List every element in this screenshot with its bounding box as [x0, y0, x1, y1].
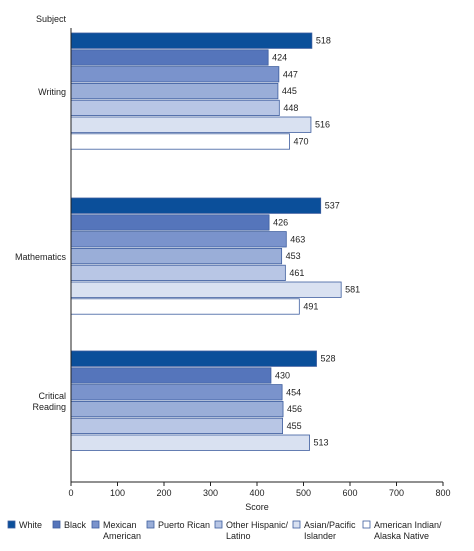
legend-swatch-mexican-american [91, 520, 100, 529]
data-label-writing-black: 424 [272, 53, 287, 63]
legend-swatch-black [52, 520, 61, 529]
category-label-critical-reading: Critical [38, 391, 66, 401]
x-axis: 0 100 200 300 400 500 600 700 800 [68, 28, 451, 498]
legend-label-asian-pacific-islander: Islander [304, 531, 336, 541]
legend-label-puerto-rican: Puerto Rican [158, 520, 210, 530]
bar-writing-mexican-american [70, 66, 280, 83]
data-label-critical-reading-mexican-american: 454 [286, 387, 301, 397]
data-label-writing-american-indian-alaska-native: 470 [294, 137, 309, 147]
legend-label-american-indian-alaska-native: Alaska Native [374, 531, 429, 541]
legend-label-mexican-american: Mexican [103, 520, 137, 530]
bar-mathematics-white [70, 197, 322, 214]
category-label-writing: Writing [38, 87, 66, 97]
bar-writing-white [70, 32, 313, 49]
x-tick-label: 400 [249, 488, 264, 498]
x-tick-label: 500 [296, 488, 311, 498]
data-label-mathematics-puerto-rican: 453 [286, 251, 301, 261]
legend-label-other-hispanic-latino: Latino [226, 531, 251, 541]
x-tick-label: 100 [110, 488, 125, 498]
data-label-critical-reading-puerto-rican: 456 [287, 404, 302, 414]
data-label-mathematics-white: 537 [325, 201, 340, 211]
bar-critical-reading-white [70, 350, 317, 367]
data-label-mathematics-asian-pacific-islander: 581 [345, 285, 360, 295]
bar-mathematics-american-indian-alaska-native [70, 298, 300, 315]
legend-label-black: Black [64, 520, 87, 530]
data-label-mathematics-american-indian-alaska-native: 491 [303, 302, 318, 312]
bar-critical-reading-mexican-american [70, 384, 283, 401]
bar-writing-other-hispanic-latino [70, 99, 280, 116]
data-label-mathematics-black: 426 [273, 218, 288, 228]
legend-label-white: White [19, 520, 42, 530]
data-label-critical-reading-black: 430 [275, 371, 290, 381]
data-label-critical-reading-other-hispanic-latino: 455 [287, 421, 302, 431]
data-label-mathematics-mexican-american: 463 [290, 234, 305, 244]
bar-writing-american-indian-alaska-native [70, 133, 290, 150]
x-axis-title: Score [245, 502, 269, 512]
data-label-critical-reading-asian-pacific-islander: 513 [314, 438, 329, 448]
x-tick-label: 300 [203, 488, 218, 498]
bar-mathematics-puerto-rican [70, 247, 283, 265]
data-label-writing-white: 518 [316, 36, 331, 46]
y-axis-title: Subject [36, 14, 67, 24]
bar-critical-reading-black [70, 367, 272, 384]
data-label-writing-other-hispanic-latino: 448 [283, 103, 298, 113]
data-label-critical-reading-white: 528 [321, 354, 336, 364]
bar-critical-reading-other-hispanic-latino [70, 417, 283, 435]
category-label-critical-reading: Reading [32, 402, 66, 412]
bar-mathematics-black [70, 214, 270, 231]
legend-label-mexican-american: American [103, 531, 141, 541]
legend-swatch-puerto-rican [146, 520, 155, 529]
bar-critical-reading-puerto-rican [70, 400, 284, 418]
legend-label-other-hispanic-latino: Other Hispanic/ [226, 520, 289, 530]
legend-label-asian-pacific-islander: Asian/Pacific [304, 520, 356, 530]
bar-mathematics-other-hispanic-latino [70, 264, 286, 282]
legend-swatch-other-hispanic-latino [214, 520, 223, 529]
legend-label-american-indian-alaska-native: American Indian/ [374, 520, 442, 530]
x-tick-label: 700 [389, 488, 404, 498]
x-tick-label: 600 [342, 488, 357, 498]
bar-mathematics-mexican-american [70, 231, 287, 248]
bar-mathematics-asian-pacific-islander [70, 281, 342, 298]
data-label-mathematics-other-hispanic-latino: 461 [289, 268, 304, 278]
legend-swatch-american-indian-alaska-native [362, 520, 371, 529]
data-label-writing-asian-pacific-islander: 516 [315, 120, 330, 130]
bar-writing-asian-pacific-islander [70, 116, 312, 133]
category-label-mathematics: Mathematics [15, 252, 67, 262]
bar-critical-reading-asian-pacific-islander [70, 434, 310, 451]
bar-writing-puerto-rican [70, 83, 279, 100]
x-tick-label: 200 [156, 488, 171, 498]
bar-writing-black [70, 49, 269, 66]
legend-swatch-white [7, 520, 16, 529]
legend-swatch-asian-pacific-islander [292, 520, 301, 529]
x-tick-label: 800 [435, 488, 450, 498]
data-label-writing-mexican-american: 447 [283, 69, 298, 79]
x-tick-label: 0 [68, 488, 73, 498]
data-label-writing-puerto-rican: 445 [282, 86, 297, 96]
